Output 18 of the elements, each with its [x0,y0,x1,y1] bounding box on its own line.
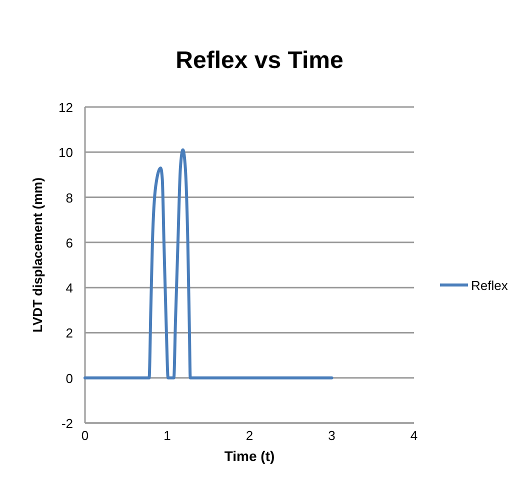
y-tick-label: 10 [58,145,73,160]
y-tick-label: 2 [66,326,73,341]
x-tick-label: 0 [81,428,89,443]
y-axis-title: LVDT displacement (mm) [30,177,45,333]
y-tick-label: 4 [66,280,73,296]
y-tick-label: 12 [58,100,73,115]
x-tick-label: 2 [246,428,254,443]
x-tick-label: 3 [328,428,336,443]
x-tick-label: 4 [410,428,418,443]
legend-label: Reflex [471,278,508,293]
chart-title: Reflex vs Time [176,47,344,74]
y-tick-label: 6 [66,235,73,250]
y-tick-label: -2 [61,416,73,431]
y-tick-label: 8 [66,190,73,206]
x-tick-label: 1 [164,428,171,443]
x-axis-title: Time (t) [224,448,275,464]
line-series [84,148,334,380]
y-tick-label: 0 [66,370,73,386]
